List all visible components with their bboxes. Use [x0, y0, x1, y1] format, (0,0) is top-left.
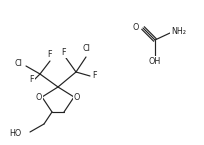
Text: F: F	[61, 48, 66, 57]
Text: HO: HO	[10, 128, 22, 137]
Text: Cl: Cl	[14, 58, 22, 68]
Text: F: F	[48, 50, 52, 59]
Text: NH₂: NH₂	[171, 28, 186, 37]
Text: O: O	[133, 22, 139, 31]
Text: OH: OH	[149, 57, 161, 66]
Text: O: O	[36, 93, 42, 102]
Text: Cl: Cl	[82, 44, 90, 53]
Text: F: F	[92, 71, 96, 80]
Text: O: O	[74, 93, 80, 102]
Text: F: F	[30, 76, 34, 85]
